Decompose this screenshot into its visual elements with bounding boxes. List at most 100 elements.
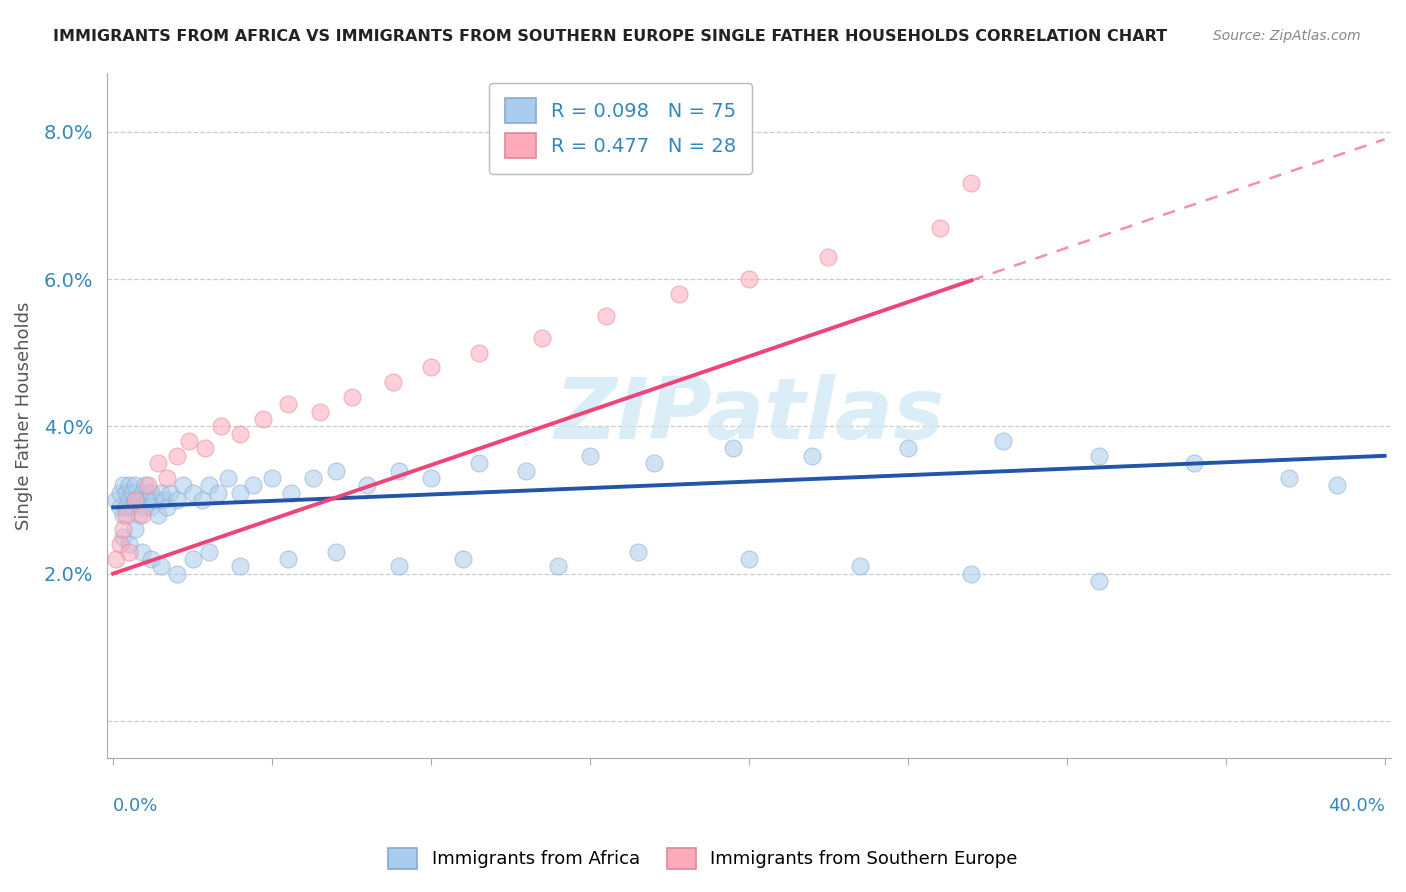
Point bbox=[388, 559, 411, 574]
Point bbox=[308, 404, 330, 418]
Point bbox=[108, 537, 131, 551]
Point bbox=[111, 508, 134, 522]
Point bbox=[124, 493, 146, 508]
Point bbox=[252, 412, 274, 426]
Text: Source: ZipAtlas.com: Source: ZipAtlas.com bbox=[1213, 29, 1361, 43]
Point bbox=[146, 508, 169, 522]
Point bbox=[262, 471, 284, 485]
Point bbox=[1182, 456, 1205, 470]
Point bbox=[356, 478, 378, 492]
Point bbox=[146, 456, 169, 470]
Point bbox=[451, 552, 474, 566]
Point bbox=[159, 485, 181, 500]
Point bbox=[229, 559, 252, 574]
Point bbox=[340, 390, 363, 404]
Text: 40.0%: 40.0% bbox=[1327, 797, 1385, 814]
Point bbox=[149, 559, 172, 574]
Point bbox=[141, 500, 163, 515]
Point bbox=[149, 485, 172, 500]
Point bbox=[209, 419, 232, 434]
Point bbox=[668, 286, 690, 301]
Point bbox=[134, 500, 156, 515]
Point bbox=[143, 493, 166, 508]
Point bbox=[121, 500, 143, 515]
Point bbox=[128, 508, 150, 522]
Point bbox=[242, 478, 264, 492]
Point bbox=[207, 485, 229, 500]
Point bbox=[118, 478, 141, 492]
Point bbox=[1087, 574, 1109, 588]
Point bbox=[1278, 471, 1301, 485]
Point bbox=[179, 434, 201, 448]
Point bbox=[627, 544, 650, 558]
Legend: Immigrants from Africa, Immigrants from Southern Europe: Immigrants from Africa, Immigrants from … bbox=[381, 840, 1025, 876]
Point bbox=[420, 471, 443, 485]
Text: IMMIGRANTS FROM AFRICA VS IMMIGRANTS FROM SOUTHERN EUROPE SINGLE FATHER HOUSEHOL: IMMIGRANTS FROM AFRICA VS IMMIGRANTS FRO… bbox=[53, 29, 1167, 44]
Point bbox=[128, 493, 150, 508]
Point bbox=[897, 442, 920, 456]
Point bbox=[738, 552, 761, 566]
Point bbox=[579, 449, 602, 463]
Point bbox=[141, 552, 163, 566]
Point bbox=[153, 493, 176, 508]
Point bbox=[111, 478, 134, 492]
Point bbox=[166, 566, 188, 581]
Point bbox=[134, 478, 156, 492]
Point bbox=[181, 485, 204, 500]
Legend: R = 0.098   N = 75, R = 0.477   N = 28: R = 0.098 N = 75, R = 0.477 N = 28 bbox=[489, 83, 752, 174]
Point bbox=[849, 559, 872, 574]
Point bbox=[801, 449, 824, 463]
Point bbox=[156, 471, 179, 485]
Point bbox=[131, 508, 153, 522]
Point bbox=[280, 485, 302, 500]
Point bbox=[515, 464, 537, 478]
Point bbox=[121, 485, 143, 500]
Point bbox=[960, 177, 983, 191]
Point bbox=[105, 493, 128, 508]
Point bbox=[115, 485, 138, 500]
Point bbox=[172, 478, 194, 492]
Point bbox=[467, 345, 489, 359]
Point bbox=[738, 272, 761, 286]
Point bbox=[131, 485, 153, 500]
Point bbox=[194, 442, 217, 456]
Point bbox=[108, 485, 131, 500]
Point bbox=[1326, 478, 1348, 492]
Point bbox=[993, 434, 1015, 448]
Point bbox=[547, 559, 569, 574]
Point bbox=[136, 478, 159, 492]
Point bbox=[302, 471, 325, 485]
Point bbox=[381, 375, 404, 389]
Point bbox=[595, 309, 617, 323]
Point bbox=[643, 456, 665, 470]
Point bbox=[217, 471, 239, 485]
Y-axis label: Single Father Households: Single Father Households bbox=[15, 301, 32, 530]
Point bbox=[229, 485, 252, 500]
Point bbox=[111, 530, 134, 544]
Point bbox=[115, 500, 138, 515]
Point bbox=[105, 552, 128, 566]
Point bbox=[166, 449, 188, 463]
Point bbox=[181, 552, 204, 566]
Point bbox=[721, 442, 744, 456]
Point bbox=[156, 500, 179, 515]
Point bbox=[131, 544, 153, 558]
Point bbox=[277, 397, 299, 411]
Point bbox=[277, 552, 299, 566]
Point bbox=[141, 485, 163, 500]
Point bbox=[166, 493, 188, 508]
Point bbox=[1087, 449, 1109, 463]
Point bbox=[817, 250, 839, 264]
Point bbox=[118, 544, 141, 558]
Point bbox=[115, 508, 138, 522]
Point bbox=[118, 537, 141, 551]
Point bbox=[124, 523, 146, 537]
Point bbox=[420, 360, 443, 375]
Point bbox=[118, 493, 141, 508]
Point bbox=[928, 220, 950, 235]
Text: ZIPatlas: ZIPatlas bbox=[554, 374, 943, 457]
Point bbox=[325, 464, 347, 478]
Point bbox=[388, 464, 411, 478]
Point bbox=[531, 331, 554, 345]
Point bbox=[960, 566, 983, 581]
